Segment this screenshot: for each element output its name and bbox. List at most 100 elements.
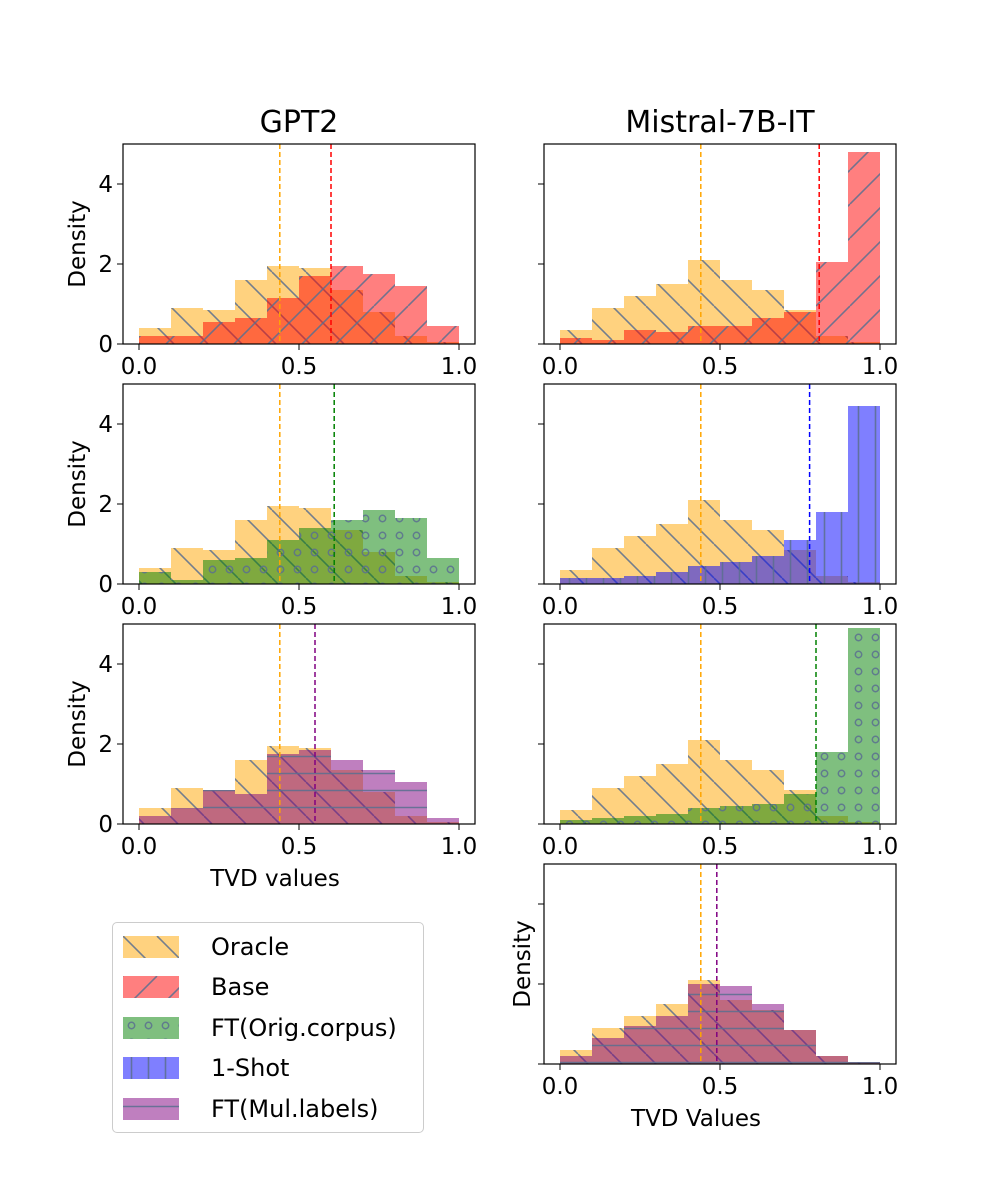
hist-bar-hatch <box>784 312 816 344</box>
x-tick-label: 0.5 <box>281 834 318 860</box>
hist-bar-hatch <box>171 808 203 824</box>
hist-bar-hatch <box>752 804 784 824</box>
hist-bar-hatch <box>331 266 363 344</box>
y-tick-label: 4 <box>98 412 113 438</box>
series-ft_orig <box>139 510 459 584</box>
hist-bar-hatch <box>427 326 459 344</box>
x-tick-label: 0.5 <box>281 354 318 380</box>
hist-bar-hatch <box>752 556 784 584</box>
hist-bar-hatch <box>171 580 203 584</box>
panel-mistral_oneshot: 0.0 0.5 1.0 <box>538 383 898 620</box>
hist-bar-hatch <box>235 794 267 824</box>
panel-mistral_ftmul: 0.0 0.5 1.0 Density TVD Values <box>510 863 899 1132</box>
hist-bar-hatch <box>299 528 331 584</box>
x-tick-label: 0.0 <box>542 354 579 380</box>
legend-item-oracle: Oracle <box>123 931 289 963</box>
panel-mistral_ftorig: 0.0 0.5 1.0 <box>538 623 898 860</box>
legend-swatch-ft-mul-labels <box>123 1098 179 1120</box>
panel-gpt2_base: 0.0 0.5 1.0 0 2 4 Density GPT2 <box>65 105 477 380</box>
legend-item-ft-orig-corpus: FT(Orig.corpus) <box>123 1012 397 1044</box>
hist-bar-hatch <box>784 794 816 824</box>
hist-bar-hatch <box>848 152 880 344</box>
plot-area <box>560 152 880 344</box>
y-axis-label: Density <box>65 200 91 287</box>
hist-bar-hatch <box>427 818 459 824</box>
hist-bar-hatch <box>395 782 427 824</box>
hist-bar-hatch <box>560 338 592 344</box>
hist-bar-hatch <box>752 318 784 344</box>
plot-area <box>139 506 459 584</box>
hist-bar-hatch <box>560 578 592 584</box>
hist-bar-hatch <box>720 562 752 584</box>
hist-bar-hatch <box>688 326 720 344</box>
hist-bar-hatch <box>139 336 171 344</box>
hist-bar-hatch <box>331 520 363 584</box>
y-axis-label: Density <box>65 680 91 767</box>
hist-bar-hatch <box>624 576 656 584</box>
plot-area <box>560 628 880 824</box>
legend-label: Oracle <box>211 933 290 961</box>
y-tick-label: 4 <box>98 652 113 678</box>
hist-bar-hatch <box>267 298 299 344</box>
panel-title: Mistral-7B-IT <box>625 105 815 140</box>
y-axis-label: Density <box>510 920 536 1007</box>
hist-bar-hatch <box>592 578 624 584</box>
hist-bar-hatch <box>720 326 752 344</box>
hist-bar-hatch <box>848 406 880 584</box>
series-one_shot <box>560 406 880 584</box>
y-tick-label: 0 <box>98 332 113 358</box>
x-tick-label: 0.5 <box>702 594 739 620</box>
x-tick-label: 0.0 <box>542 834 579 860</box>
hist-bar-hatch <box>235 318 267 344</box>
legend-item-1-shot: 1-Shot <box>123 1052 289 1084</box>
x-axis-label: TVD values <box>209 866 340 892</box>
hist-bar-hatch <box>171 548 203 584</box>
y-tick-label: 2 <box>98 732 113 758</box>
hist-bar-hatch <box>560 1056 592 1064</box>
hist-bar-hatch <box>363 510 395 584</box>
x-tick-label: 0.5 <box>702 1074 739 1100</box>
y-tick-label: 2 <box>98 252 113 278</box>
x-tick-label: 0.0 <box>542 1074 579 1100</box>
legend-swatch-ft-orig-corpus <box>123 1017 179 1039</box>
hist-bar-hatch <box>139 816 171 824</box>
hist-bar-hatch <box>203 322 235 344</box>
hist-bar-hatch <box>784 540 816 584</box>
y-tick-label: 4 <box>98 172 113 198</box>
y-tick-label: 0 <box>98 572 113 598</box>
panel-gpt2_ftorig: 0.0 0.5 1.0 0 2 4 Density <box>65 383 477 620</box>
series-base <box>560 152 880 344</box>
legend-label: FT(Orig.corpus) <box>211 1014 397 1042</box>
hist-bar-hatch <box>848 1062 880 1064</box>
x-tick-label: 1.0 <box>862 1074 899 1100</box>
hist-bar-hatch <box>688 984 720 1064</box>
hist-bar-hatch <box>720 986 752 1064</box>
hist-bar-hatch <box>592 1038 624 1064</box>
hist-bar-hatch <box>688 566 720 584</box>
legend-swatch-oracle <box>123 936 179 958</box>
x-tick-label: 0.5 <box>702 834 739 860</box>
hist-bar-hatch <box>235 558 267 584</box>
hist-bar-hatch <box>656 332 688 344</box>
series-ft_orig <box>560 628 880 824</box>
hist-bar-hatch <box>331 760 363 824</box>
x-tick-label: 0.5 <box>281 594 318 620</box>
y-tick-label: 0 <box>98 812 113 838</box>
legend-item-ft-mul-labels: FT(Mul.labels) <box>123 1093 379 1125</box>
legend-item-base: Base <box>123 971 269 1003</box>
plot-area <box>139 746 459 824</box>
hist-bar-hatch <box>427 558 459 584</box>
hist-bar-hatch <box>363 770 395 824</box>
hist-bar-hatch <box>624 330 656 344</box>
hist-bar-hatch <box>816 1056 848 1064</box>
hist-bar-hatch <box>816 512 848 584</box>
hist-bar-hatch <box>395 286 427 344</box>
hist-bar-hatch <box>139 572 171 584</box>
hist-bar-hatch <box>203 790 235 824</box>
legend-label: FT(Mul.labels) <box>211 1095 379 1123</box>
series-ft_mul <box>560 984 880 1064</box>
hist-bar-hatch <box>848 628 880 824</box>
panel-mistral_base: 0.0 0.5 1.0 Mistral-7B-IT <box>538 105 898 380</box>
legend-label: 1-Shot <box>211 1054 290 1082</box>
